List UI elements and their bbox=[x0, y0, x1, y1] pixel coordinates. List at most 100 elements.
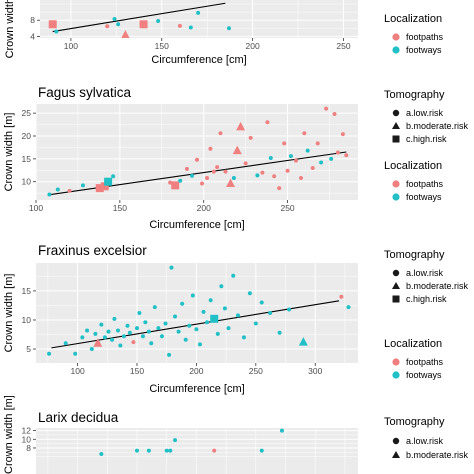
legend-2-footpaths-label: footpaths bbox=[406, 179, 444, 189]
y-tick-label: 10 bbox=[22, 315, 32, 325]
data-point bbox=[111, 174, 116, 179]
legend-2-footways-key bbox=[392, 193, 400, 201]
data-point bbox=[259, 300, 264, 305]
legend-2-footpaths-key bbox=[392, 180, 400, 188]
data-point bbox=[268, 155, 273, 160]
data-point bbox=[164, 448, 169, 453]
y-tick-label: 8 bbox=[26, 443, 31, 453]
panel-fagus-title: Fagus sylvatica bbox=[38, 85, 132, 100]
legend-3-localization-title: Localization bbox=[384, 338, 442, 350]
data-point bbox=[293, 158, 298, 163]
data-point bbox=[248, 135, 253, 140]
legend-4-moderate-risk-label: b.moderate.risk bbox=[406, 450, 469, 460]
y-tick-label: 5 bbox=[26, 344, 31, 354]
panel-fagus: 100 150 200 250 10 15 20 25 bbox=[22, 104, 358, 213]
data-point bbox=[134, 448, 139, 453]
data-point bbox=[55, 187, 60, 192]
data-point bbox=[159, 334, 164, 339]
data-point bbox=[168, 180, 173, 185]
data-point bbox=[260, 170, 265, 175]
data-point bbox=[235, 313, 240, 318]
x-tick-label: 200 bbox=[246, 41, 260, 51]
data-point bbox=[218, 131, 223, 136]
x-tick-label: 100 bbox=[70, 366, 84, 376]
data-point bbox=[104, 177, 113, 186]
data-point bbox=[324, 106, 329, 111]
data-point bbox=[344, 153, 349, 158]
legend-4-low-risk-key bbox=[392, 437, 400, 445]
legend-2-moderate-risk-label: b.moderate.risk bbox=[406, 121, 469, 131]
data-point bbox=[183, 337, 188, 342]
data-point bbox=[54, 29, 59, 34]
data-point bbox=[277, 186, 282, 191]
data-point bbox=[80, 335, 85, 340]
data-point bbox=[243, 161, 248, 166]
data-point bbox=[329, 156, 334, 161]
data-point bbox=[176, 329, 181, 334]
x-tick-label: 150 bbox=[155, 41, 169, 51]
data-point bbox=[205, 320, 210, 325]
data-point bbox=[140, 334, 145, 339]
data-point bbox=[226, 326, 231, 331]
legend-1-footways-key bbox=[392, 46, 400, 54]
panel-top: 100 150 200 250 4 8 bbox=[30, 0, 358, 51]
plot-content bbox=[40, 0, 358, 38]
data-point bbox=[231, 176, 236, 181]
data-point bbox=[305, 148, 310, 153]
data-point bbox=[47, 192, 52, 197]
data-point bbox=[180, 301, 185, 306]
legend-3-low-risk-label: a.low.risk bbox=[406, 268, 444, 278]
data-point bbox=[200, 181, 205, 186]
data-point bbox=[194, 327, 199, 332]
data-point bbox=[287, 307, 292, 312]
data-point bbox=[298, 337, 308, 346]
x-tick-label: 100 bbox=[64, 41, 78, 51]
x-tick-label: 250 bbox=[280, 203, 294, 213]
data-point bbox=[67, 188, 72, 193]
data-point bbox=[285, 168, 290, 173]
data-point bbox=[102, 335, 107, 340]
data-point bbox=[131, 340, 136, 345]
panel-fagus-y-axis-title: Crown width [m] bbox=[3, 113, 15, 192]
data-point bbox=[223, 169, 228, 174]
data-point bbox=[210, 314, 219, 323]
data-point bbox=[115, 328, 120, 333]
x-tick-label: 150 bbox=[130, 366, 144, 376]
data-point bbox=[196, 10, 201, 15]
data-point bbox=[268, 311, 273, 315]
legend-2-low-risk-key bbox=[392, 109, 400, 117]
data-point bbox=[219, 284, 224, 289]
x-tick-label: 150 bbox=[113, 203, 127, 213]
panel-fraxinus-plot-area bbox=[36, 263, 358, 363]
data-point bbox=[184, 166, 189, 171]
data-point bbox=[173, 438, 178, 443]
x-tick-label: 250 bbox=[249, 366, 263, 376]
data-point bbox=[110, 337, 115, 342]
data-point bbox=[247, 291, 252, 296]
data-point bbox=[168, 448, 173, 453]
data-point bbox=[212, 448, 217, 453]
panel-fraxinus-y-axis-title: Crown width [m] bbox=[3, 274, 15, 353]
data-point bbox=[187, 323, 192, 328]
data-point bbox=[208, 298, 213, 303]
legend-3-footpaths-label: footpaths bbox=[406, 357, 444, 367]
legend-3-low-risk-key bbox=[392, 269, 400, 277]
data-point bbox=[241, 335, 246, 340]
panel-top-x-axis-title: Circumference [cm] bbox=[151, 54, 246, 66]
y-tick-label: 20 bbox=[22, 131, 32, 141]
data-point bbox=[255, 173, 260, 178]
data-point bbox=[205, 176, 210, 181]
data-point bbox=[112, 316, 117, 321]
legend-1-footways-label: footways bbox=[406, 45, 442, 55]
legend-1-footpaths-label: footpaths bbox=[406, 32, 444, 42]
data-point bbox=[197, 342, 202, 347]
panel-top-y-axis-title: Crown width [m] bbox=[4, 0, 16, 58]
y-tick-label: 8 bbox=[30, 15, 35, 25]
data-point bbox=[171, 181, 180, 190]
y-tick-label: 10 bbox=[22, 434, 32, 444]
legend-3-moderate-risk-label: b.moderate.risk bbox=[406, 281, 469, 291]
legend-2-low-risk-label: a.low.risk bbox=[406, 108, 444, 118]
y-tick-label: 12 bbox=[22, 426, 32, 436]
data-point bbox=[253, 321, 258, 326]
